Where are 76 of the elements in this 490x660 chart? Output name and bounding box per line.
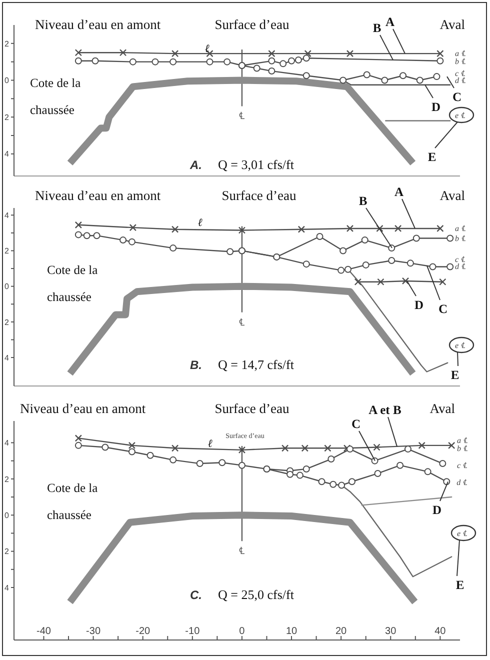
- text: Q = 3,01 cfs/ft: [218, 157, 294, 172]
- annotation: e ℄: [457, 529, 468, 538]
- text: Niveau d’eau en amont: [20, 401, 146, 416]
- annotation: c ℄: [457, 461, 468, 470]
- y-tick-label: 2: [4, 547, 10, 556]
- annotation: c ℄: [455, 255, 466, 264]
- annotation: Niveau d’eau en amont: [35, 17, 161, 32]
- x-tick-label: -20: [136, 626, 151, 637]
- annotation: e ℄: [455, 341, 466, 350]
- text: E: [428, 150, 436, 164]
- series-label: A: [385, 15, 395, 29]
- text: Aval: [430, 401, 456, 416]
- x-tick-label: 0: [239, 626, 246, 637]
- y-tick-label: 2: [4, 318, 10, 327]
- x-tick-label: 10: [286, 626, 298, 637]
- y-tick-label: 4: [4, 150, 10, 159]
- series-label: B: [372, 21, 382, 35]
- annotation: a ℄: [455, 49, 466, 58]
- series-label: E: [450, 368, 460, 382]
- x-tick-label: -30: [86, 626, 101, 637]
- series-label: E: [456, 578, 464, 592]
- text: B.: [190, 358, 202, 372]
- annotation: Cote de la chaussée: [47, 263, 101, 304]
- y-tick-label: 4: [4, 583, 10, 592]
- text: Niveau d’eau en amont: [35, 188, 161, 203]
- text: Q = 25,0 cfs/ft: [218, 587, 294, 602]
- series-label: D: [414, 298, 424, 312]
- y-tick-label: 2: [4, 112, 10, 122]
- annotation: Cote de la chaussée: [30, 76, 84, 117]
- y-tick-label: 0: [4, 76, 10, 86]
- annotation: Surface d’eau: [214, 17, 290, 32]
- annotation: e ℄: [455, 111, 466, 120]
- ref-line-label: ℄: [238, 317, 245, 328]
- annotation: d ℄: [455, 76, 466, 85]
- series-label: C: [452, 90, 462, 104]
- text: C: [438, 302, 448, 316]
- annotation: Cote de la chaussée: [47, 481, 101, 522]
- annotation: c ℄: [455, 69, 466, 78]
- annotation: d ℄: [456, 478, 468, 488]
- text: A: [394, 185, 404, 199]
- annotation: d ℄: [455, 262, 466, 271]
- annotation: b ℄: [455, 234, 466, 243]
- annotation: ℓ: [208, 438, 213, 450]
- text: A.: [189, 158, 202, 172]
- x-tick-label: 20: [336, 626, 348, 637]
- annotation: b ℄: [455, 57, 466, 66]
- annotation: a ℄: [457, 436, 468, 445]
- y-tick-label: 2: [4, 39, 10, 48]
- text: B: [358, 194, 368, 208]
- x-tick-label: -40: [36, 626, 52, 637]
- text: Surface d’eau: [222, 188, 297, 203]
- annotation: a ℄: [455, 224, 466, 233]
- annotation: Aval: [440, 17, 466, 32]
- x-tick-label: 30: [385, 626, 397, 637]
- y-tick-label: 0: [4, 282, 10, 292]
- series-label: D: [431, 100, 441, 114]
- y-tick-label: 4: [4, 438, 10, 448]
- annotation: b ℄: [457, 444, 468, 453]
- annotation: ℓ: [204, 43, 210, 55]
- y-tick-label: 2: [4, 474, 10, 484]
- text: A et B: [368, 403, 402, 417]
- ref-line-label: ℄: [238, 111, 245, 122]
- y-tick-label: 4: [4, 210, 10, 220]
- y-tick-label: 0: [4, 510, 10, 520]
- text: Aval: [440, 188, 466, 203]
- text: Surface d’eau: [214, 401, 290, 416]
- text: Q = 14,7 cfs/ft: [218, 357, 294, 372]
- y-tick-label: 4: [4, 353, 10, 362]
- series-label: C: [351, 417, 361, 431]
- ref-line-label: ℄: [238, 546, 245, 558]
- x-tick-label: -10: [185, 626, 200, 637]
- annotation: ℓ: [198, 217, 203, 229]
- x-tick-label: 40: [434, 626, 446, 637]
- series-label: D: [432, 503, 442, 517]
- y-tick-label: 2: [4, 246, 10, 256]
- text: C.: [190, 588, 202, 602]
